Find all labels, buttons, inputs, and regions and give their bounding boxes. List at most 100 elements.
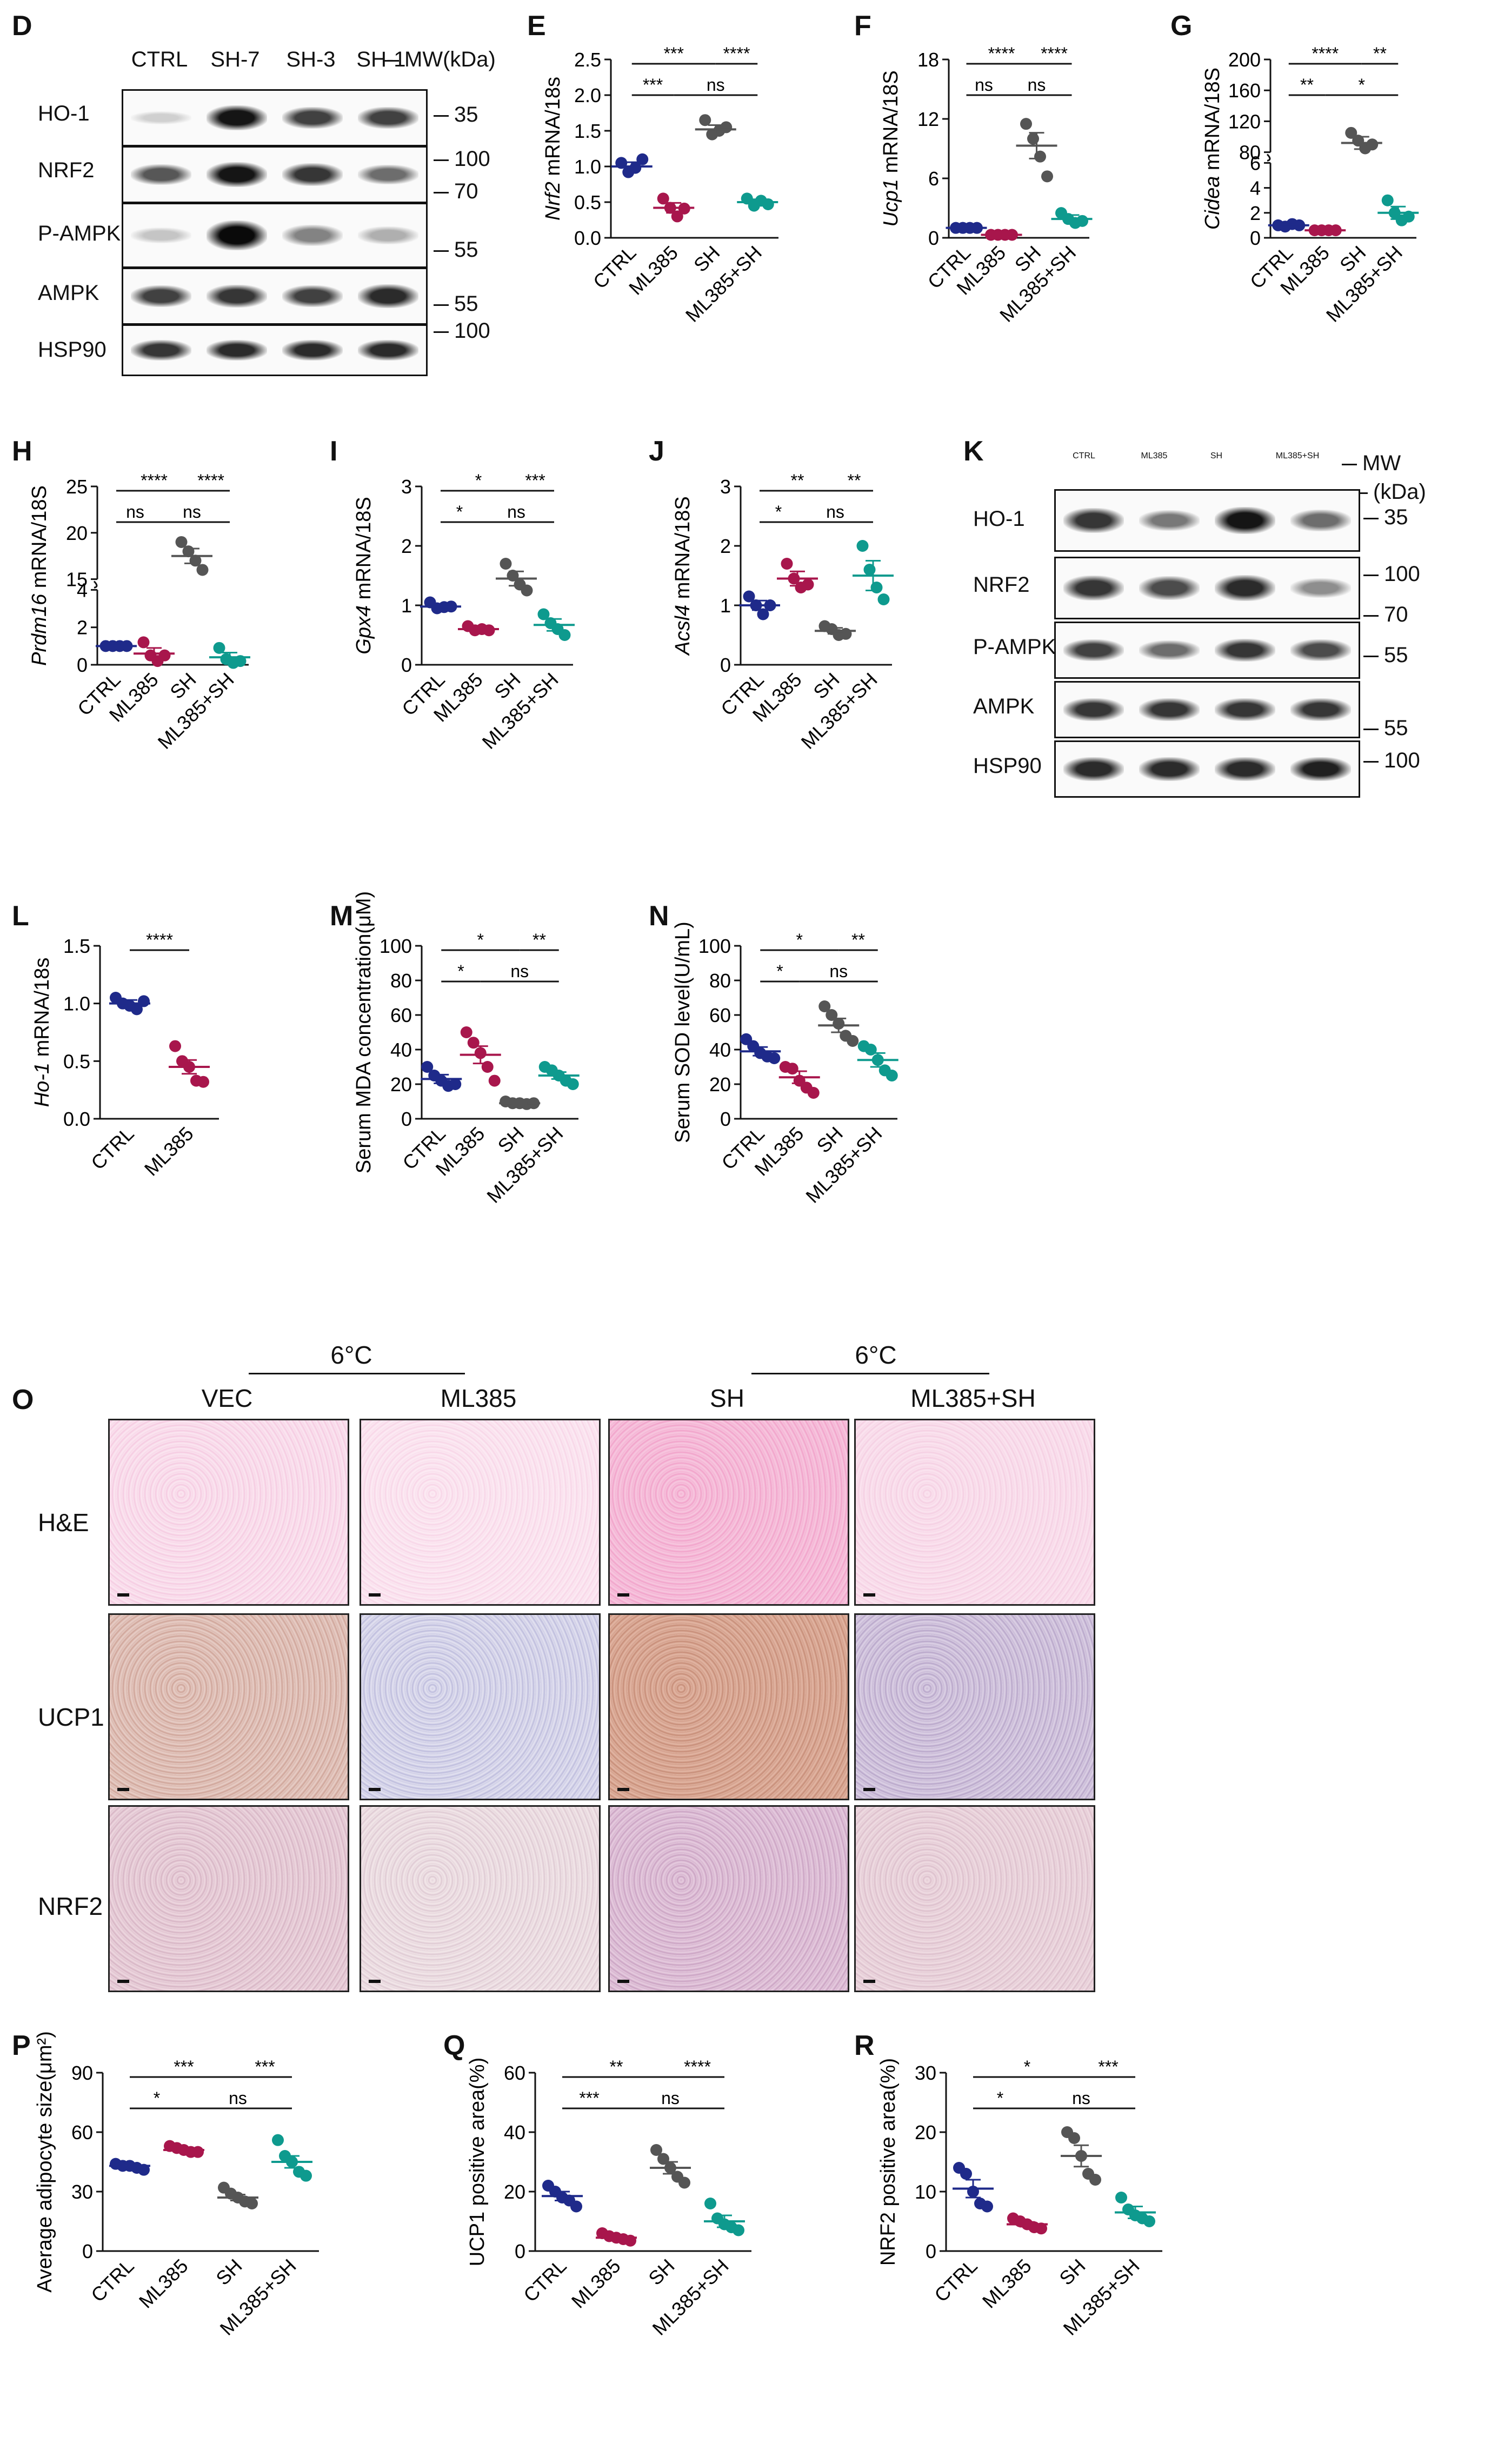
panel-letter-l: L [12,900,29,932]
data-point [768,1052,781,1064]
significance-label: **** [1041,44,1068,63]
y-axis-label: Ucp1 mRNA/18S [880,70,902,226]
blot-row-hsp90 [122,324,428,376]
y-axis-label-gene: Gpx4 [352,605,375,655]
y-axis-label: Prdm16 mRNA/18S [28,485,51,666]
blot-band [1063,575,1124,601]
x-tick-label: SH [211,2255,246,2289]
panel-letter-h: H [12,436,32,467]
row-label: AMPK [973,695,1035,718]
y-axis-label-rest: mRNA/18S [880,70,902,179]
blot-band [1215,757,1275,781]
row-label: AMPK [38,281,99,305]
y-tick-label: 30 [915,2062,936,2084]
data-point [1068,2132,1080,2144]
significance-label: *** [255,2057,275,2076]
blot-band [131,227,191,244]
y-tick-label: 1.5 [63,935,90,957]
blot-band [1215,506,1275,535]
mw-marker: 35 [434,103,478,126]
axis-break [93,580,98,589]
data-point [421,1061,434,1073]
y-tick-label: 25 [66,476,88,498]
significance-label: ns [661,2088,680,2108]
data-point [856,540,869,552]
mw-header: MW [1341,451,1401,475]
y-tick-label: 4 [77,579,88,601]
significance-label: * [1024,2057,1030,2076]
y-axis-label: Average adipocyte size(μm²) [34,2031,56,2293]
scale-bar [369,1980,381,1983]
data-point [1143,2215,1155,2227]
panel-letter-g: G [1170,10,1193,42]
y-tick-label: 60 [390,1004,412,1026]
chart-r: 0 10 20 30 NRF2 positive area(%) CTRL ML385 SH M… [876,2057,1173,2340]
blot-band [358,106,418,129]
significance-label: *** [579,2088,599,2108]
row-label: HSP90 [38,338,106,362]
histology-image [360,1613,601,1800]
y-tick-label: 60 [709,1004,731,1026]
blot-band [1290,578,1351,598]
y-tick-label: 6 [928,168,939,190]
y-tick-label: 0.0 [574,227,601,249]
data-point [1041,170,1053,183]
chart-svg: 0 30 60 90 Average adipocyte size(μm²) CTRLML… [34,2031,319,2340]
data-point [733,2224,744,2236]
x-tick-label: CTRL [86,2255,138,2306]
data-point [886,1070,898,1081]
y-tick-label: 0.0 [63,1108,90,1130]
data-point [488,1074,501,1087]
y-axis-label: NRF2 positive area(%) [877,2058,900,2266]
y-tick-label: 80 [390,970,412,992]
blot-band [131,164,191,185]
scale-bar [617,1593,629,1597]
significance-label: * [457,961,464,981]
y-axis-label-rest: mRNA/18S [671,496,694,605]
panel-letter-r: R [854,2030,875,2061]
data-point [138,995,150,1007]
significance-label: **** [141,471,168,490]
mw-marker: 100 [1363,562,1420,586]
y-tick-label: 90 [71,2062,93,2084]
y-tick-label: 10 [915,2181,936,2203]
panel-letter-d: D [12,10,32,42]
row-label: HO-1 [38,102,90,125]
y-tick-label: 0 [82,2240,93,2262]
blot-band [1290,639,1351,661]
column-label: ML385+SH [910,1384,1036,1412]
significance-label: * [477,930,484,950]
significance-label: ns [829,961,848,981]
y-tick-label: 18 [917,49,939,71]
cold-bracket-line [249,1373,465,1374]
mw-marker: 100 [1363,749,1420,772]
y-tick-label: 0.5 [574,191,601,213]
histology-image [608,1805,849,1992]
significance-label: ns [126,502,144,522]
mw-marker: 55 [434,238,478,262]
data-point [704,2198,716,2209]
panel-letter-n: N [649,900,669,932]
cold-label: 6°C [330,1341,372,1369]
row-label: NRF2 [973,573,1030,597]
data-point [757,608,769,620]
mw-marker: 100 [434,319,490,343]
chart-j: 0 1 2 3 Acsl4 mRNA/18S CTRL ML385 SH ML385+SH ** *… [670,471,903,753]
significance-label: ** [532,930,546,950]
data-point [570,2200,582,2213]
y-tick-label: 0 [401,654,412,676]
y-tick-label: 20 [390,1073,412,1096]
panel-letter-p: P [12,2030,31,2061]
axis-break [1266,153,1271,162]
significance-label: **** [684,2057,711,2076]
y-axis-label-gene: Ucp1 [880,179,902,227]
data-point [192,2146,204,2158]
x-tick-label: CTRL [86,1123,138,1174]
blot-band [282,225,343,246]
y-axis-label-rest: mRNA/18s [542,77,564,182]
blot-band [207,285,267,308]
chart-m: 0 20 40 60 80 100 Serum MDA concentration(μM) C… [351,891,589,1207]
y-tick-label: 3 [401,476,412,498]
